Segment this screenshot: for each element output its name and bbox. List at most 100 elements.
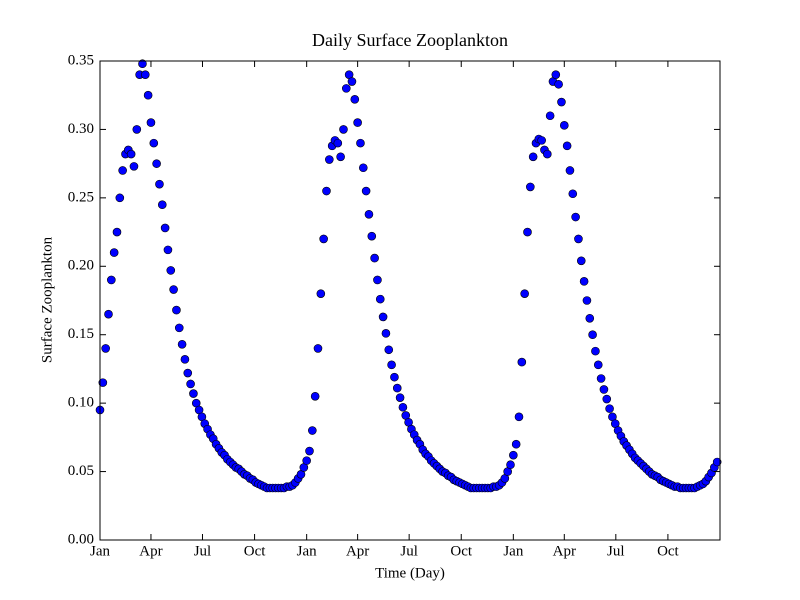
data-point <box>126 149 136 159</box>
data-point <box>319 234 328 244</box>
data-point <box>353 118 362 127</box>
data-point <box>602 394 612 404</box>
x-tick-label: Oct <box>657 543 679 559</box>
data-point <box>336 152 345 162</box>
data-point <box>186 379 195 389</box>
chart-title: Daily Surface Zooplankton <box>312 30 508 50</box>
data-point <box>138 59 147 69</box>
x-tick-label: Apr <box>553 543 576 559</box>
data-point <box>571 212 580 222</box>
y-tick-label: 0.15 <box>68 326 94 342</box>
data-point <box>367 231 377 241</box>
data-point <box>576 256 586 266</box>
data-point <box>559 121 569 130</box>
data-point <box>526 182 535 192</box>
data-point <box>605 404 614 413</box>
data-point <box>172 305 181 315</box>
data-point <box>146 118 156 127</box>
data-point <box>112 227 122 237</box>
data-point <box>551 70 561 79</box>
data-point <box>588 330 597 340</box>
x-tick-label: Oct <box>450 543 472 559</box>
x-tick-label: Oct <box>244 543 266 559</box>
data-point <box>364 209 374 219</box>
x-tick-label: Jul <box>607 543 625 559</box>
data-point <box>109 248 119 257</box>
data-point <box>387 360 396 370</box>
data-point <box>339 125 348 134</box>
data-point <box>101 344 110 353</box>
data-point <box>160 223 170 233</box>
data-point <box>370 253 379 263</box>
y-tick-label: 0.25 <box>68 189 94 205</box>
data-point <box>585 313 595 323</box>
data-point <box>520 289 529 298</box>
data-point <box>509 450 518 460</box>
data-point <box>378 312 388 322</box>
y-tick-label: 0.10 <box>68 395 94 411</box>
data-point <box>132 125 142 134</box>
data-point <box>373 275 382 285</box>
y-tick-label: 0.05 <box>68 463 94 479</box>
data-point <box>543 149 552 159</box>
x-tick-label: Jan <box>503 543 523 559</box>
data-point <box>554 79 563 89</box>
data-point <box>189 389 198 398</box>
data-point <box>166 266 176 275</box>
data-point <box>163 245 173 255</box>
data-point <box>98 378 108 387</box>
data-point <box>506 460 515 470</box>
data-point <box>599 385 609 394</box>
y-axis-label: Surface Zooplankton <box>39 236 55 363</box>
x-tick-label: Apr <box>346 543 369 559</box>
data-point <box>118 166 127 175</box>
data-point <box>333 138 343 148</box>
data-point <box>140 70 150 79</box>
x-tick-label: Jul <box>400 543 418 559</box>
data-point <box>152 159 161 168</box>
x-tick-label: Jan <box>297 543 317 559</box>
data-point <box>514 412 524 422</box>
data-point <box>155 179 164 189</box>
data-point <box>545 111 555 121</box>
y-tick-label: 0.20 <box>68 258 94 274</box>
data-point <box>398 402 408 412</box>
data-point <box>183 368 193 378</box>
data-point <box>358 163 368 173</box>
data-point <box>149 138 159 148</box>
data-point <box>180 355 190 364</box>
x-tick-label: Jan <box>90 543 110 559</box>
data-point <box>347 77 357 86</box>
data-point <box>565 166 575 175</box>
data-point <box>517 357 527 367</box>
data-point <box>143 90 153 100</box>
data-point <box>129 162 139 171</box>
data-point <box>562 141 572 151</box>
data-point <box>356 138 365 148</box>
data-point <box>390 372 399 382</box>
data-point <box>582 296 592 305</box>
data-point <box>568 189 578 199</box>
y-tick-label: 0.35 <box>68 52 94 68</box>
y-tick-label: 0.30 <box>68 121 94 137</box>
data-point <box>593 360 603 370</box>
data-point <box>392 383 402 393</box>
data-point <box>177 339 187 349</box>
data-point <box>375 294 385 304</box>
data-point <box>384 345 394 355</box>
data-point <box>579 277 589 286</box>
x-tick-label: Apr <box>139 543 162 559</box>
plot-frame <box>99 60 721 541</box>
data-point <box>174 323 184 333</box>
x-tick-label: Jul <box>194 543 212 559</box>
data-point <box>115 193 125 203</box>
data-point <box>316 289 326 298</box>
data-point <box>342 84 351 93</box>
data-point <box>523 227 532 237</box>
data-point <box>537 136 546 145</box>
data-point <box>381 329 391 338</box>
data-point <box>574 234 583 244</box>
data-point <box>157 200 167 209</box>
